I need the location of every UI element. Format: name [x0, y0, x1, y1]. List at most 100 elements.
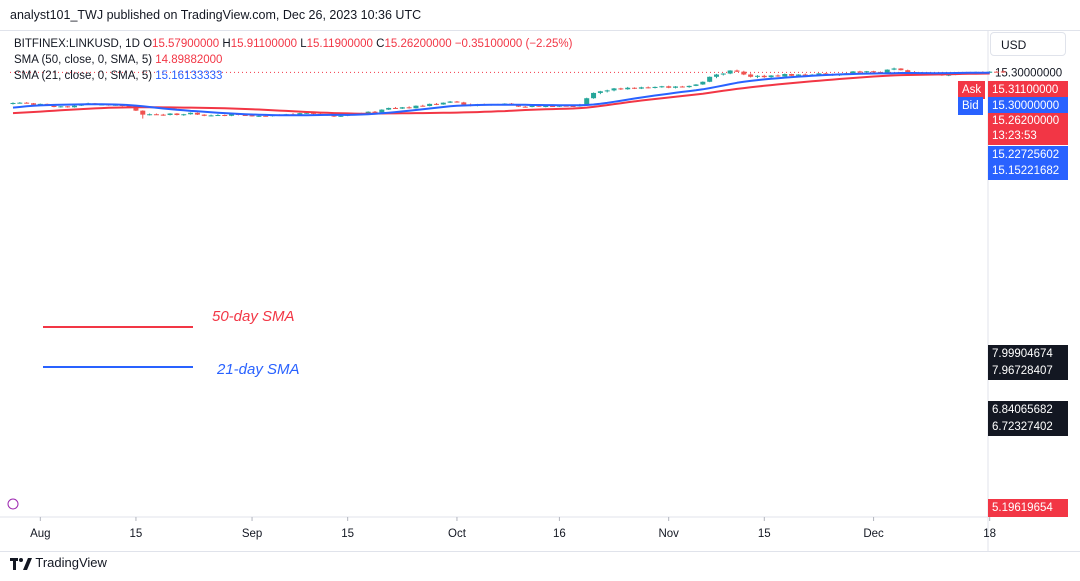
candle-body	[802, 74, 808, 76]
currency-button[interactable]: USD	[990, 32, 1066, 56]
change-value: −0.35100000 (−2.25%)	[454, 38, 573, 50]
candle-body	[857, 71, 863, 73]
candle-body	[515, 105, 521, 107]
candle-body	[256, 115, 262, 117]
open-value: 15.57900000	[152, 38, 220, 50]
candle-body	[1000, 71, 1006, 73]
candle-body	[372, 111, 378, 113]
last-price-value: 15.26200000	[992, 115, 1060, 127]
candle-body	[297, 113, 303, 115]
candle-body	[748, 74, 754, 77]
candle-body	[365, 111, 371, 114]
close-label: C	[376, 38, 385, 50]
candle-body	[768, 75, 774, 78]
price-tag-b: 7.96728407	[988, 362, 1068, 380]
tradingview-logo-icon	[10, 557, 32, 570]
open-label: O	[143, 38, 153, 50]
candle-body	[229, 113, 235, 116]
x-tick-label: 18	[983, 528, 996, 540]
price-tag-c: 6.84065682	[988, 401, 1068, 419]
footer: TradingView	[10, 555, 107, 575]
sma21-price-tag: 15.22725602	[988, 146, 1068, 164]
candle-body	[433, 103, 439, 105]
candle-body	[659, 86, 665, 88]
candle-body	[604, 90, 610, 92]
candle-body	[816, 73, 822, 75]
candle-body	[17, 102, 23, 104]
candle-body	[201, 114, 207, 116]
y-tick-label: 15.30000000	[995, 67, 1062, 79]
candle-body	[338, 115, 344, 117]
candle-body	[632, 87, 638, 89]
candle-body	[679, 86, 685, 88]
candle-body	[666, 86, 672, 88]
sma21-row[interactable]: SMA (21, close, 0, SMA, 5) 15.16133333	[14, 68, 572, 84]
candle-body	[194, 112, 200, 115]
candle-body	[550, 106, 556, 108]
candle-body	[133, 107, 139, 111]
high-label: H	[222, 38, 231, 50]
candle-body	[891, 68, 897, 70]
candle-body	[181, 114, 187, 116]
candle-body	[570, 106, 576, 108]
low-label: L	[300, 38, 307, 50]
chart-legend: BITFINEX:LINKUSD, 1D O15.57900000 H15.91…	[14, 36, 572, 84]
x-tick-label: 15	[758, 528, 771, 540]
candle-body	[536, 105, 542, 107]
candle-body	[693, 84, 699, 86]
sma21-annotation: 21-day SMA	[216, 361, 300, 378]
symbol-label[interactable]: BITFINEX:LINKUSD, 1D	[14, 38, 140, 50]
footer-brand[interactable]: TradingView	[35, 555, 107, 570]
candle-body	[871, 71, 877, 73]
candle-body	[440, 102, 446, 105]
last-price-tag: 15.26200000 13:23:53	[988, 113, 1068, 145]
sma50-line	[12, 72, 990, 115]
candle-body	[994, 71, 1000, 73]
candle-body	[625, 87, 631, 90]
candle-body	[331, 115, 337, 117]
candle-body	[215, 115, 221, 117]
chart-frame[interactable]: 15.3000000011.5000000010.500000009.50000…	[0, 30, 1080, 552]
candle-body	[584, 98, 590, 105]
candle-body	[153, 114, 159, 116]
candle-body	[686, 85, 692, 88]
candle-body	[420, 105, 426, 107]
publisher-bar: analyst101_TWJ published on TradingView.…	[0, 0, 1080, 30]
candle-body	[147, 114, 153, 116]
candle-body	[65, 106, 71, 108]
candle-body	[386, 107, 392, 110]
sma50-row[interactable]: SMA (50, close, 0, SMA, 5) 14.89882000	[14, 52, 572, 68]
candle-body	[898, 68, 904, 71]
candle-body	[522, 106, 528, 108]
x-tick-label: Sep	[242, 528, 262, 540]
ask-price-tag: 15.31100000	[988, 81, 1068, 99]
price-tag-e: 5.19619654	[988, 499, 1068, 517]
price-tag-d: 6.72327402	[988, 418, 1068, 436]
x-tick-label: Oct	[448, 528, 467, 540]
candle-body	[556, 105, 562, 107]
candle-body	[30, 103, 36, 105]
candle-body	[413, 105, 419, 109]
candle-body	[782, 74, 788, 77]
low-value: 15.11900000	[306, 38, 373, 50]
candle-body	[188, 112, 194, 115]
candle-body	[734, 70, 740, 72]
ask-label: Ask	[958, 81, 986, 99]
candle-body	[543, 106, 549, 108]
candle-body	[447, 101, 453, 103]
candle-body	[713, 74, 719, 77]
high-value: 15.91100000	[230, 38, 298, 50]
sma50-value: 14.89882000	[155, 54, 223, 66]
candle-body	[645, 87, 651, 89]
bid-label: Bid	[958, 97, 983, 115]
candle-body	[392, 107, 398, 109]
candle-body	[51, 105, 57, 107]
candle-body	[304, 112, 310, 114]
candle-body	[905, 70, 911, 72]
candle-body	[461, 102, 467, 105]
candle-body	[652, 86, 658, 88]
candle-body	[454, 101, 460, 103]
candlestick-chart[interactable]: 15.3000000011.5000000010.500000009.50000…	[0, 31, 1080, 551]
candle-body	[720, 73, 726, 75]
candle-body	[311, 112, 317, 114]
